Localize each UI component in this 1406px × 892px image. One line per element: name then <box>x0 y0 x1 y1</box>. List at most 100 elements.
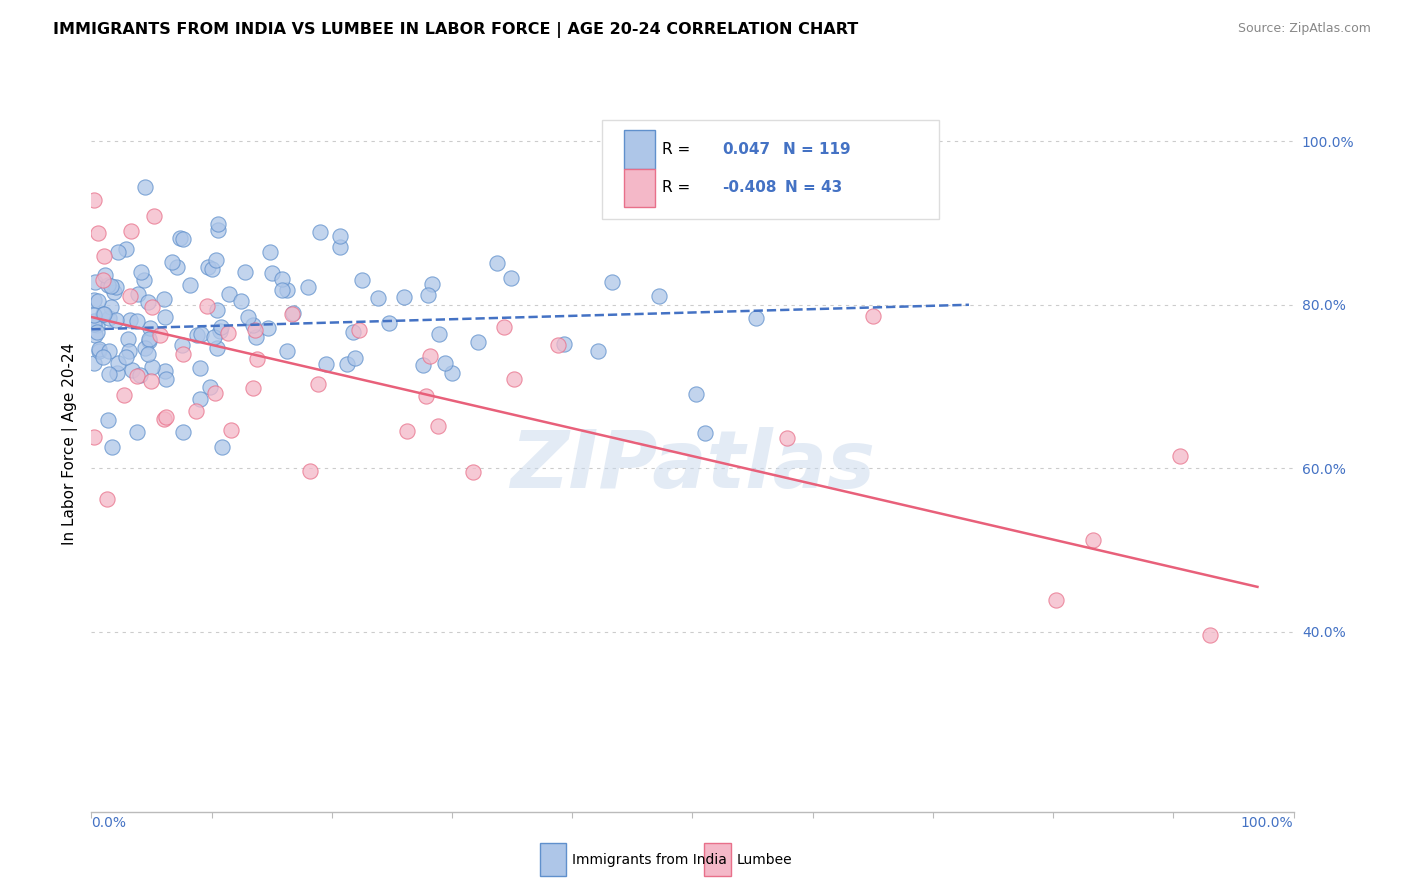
Point <box>195 299 218 313</box>
Point <box>276 284 298 298</box>
Point <box>96 492 118 507</box>
Point <box>91 350 114 364</box>
Point <box>153 411 176 425</box>
Point <box>138 347 160 361</box>
Point <box>238 310 260 324</box>
FancyBboxPatch shape <box>624 169 655 207</box>
Point <box>197 260 219 274</box>
Point <box>127 369 149 384</box>
Point <box>134 180 156 194</box>
Text: Lumbee: Lumbee <box>737 853 793 866</box>
Point <box>93 307 115 321</box>
Point <box>91 272 114 286</box>
Point <box>1198 628 1220 642</box>
Point <box>87 344 110 359</box>
Point <box>141 360 163 375</box>
Text: R =: R = <box>662 142 696 157</box>
Point <box>138 332 160 346</box>
Point <box>190 327 212 342</box>
Point <box>461 466 484 480</box>
Point <box>128 368 150 383</box>
Point <box>685 386 707 401</box>
Point <box>129 264 152 278</box>
Point <box>105 313 128 327</box>
Point <box>744 310 766 325</box>
Point <box>202 330 225 344</box>
Point <box>211 440 233 454</box>
Point <box>100 278 122 293</box>
Point <box>188 361 211 376</box>
Point <box>166 260 188 275</box>
Point <box>97 413 120 427</box>
Point <box>93 307 115 321</box>
Text: N = 43: N = 43 <box>785 180 842 195</box>
Point <box>201 262 224 277</box>
Point <box>121 363 143 377</box>
Point <box>207 302 229 317</box>
Point <box>101 440 124 454</box>
Point <box>217 326 239 341</box>
Point <box>494 319 516 334</box>
Point <box>97 310 120 325</box>
Point <box>153 364 176 378</box>
Point <box>1168 449 1191 463</box>
Point <box>97 277 120 292</box>
Point <box>172 338 194 352</box>
Point <box>262 266 284 280</box>
FancyBboxPatch shape <box>540 843 567 876</box>
Point <box>118 343 141 358</box>
Point <box>283 306 305 320</box>
Point <box>112 388 135 402</box>
Text: -0.408: -0.408 <box>723 180 778 195</box>
Point <box>600 275 623 289</box>
Point <box>415 389 437 403</box>
Point <box>246 352 269 367</box>
Point <box>207 223 229 237</box>
FancyBboxPatch shape <box>704 843 731 876</box>
Point <box>83 293 105 307</box>
Point <box>169 231 191 245</box>
Point <box>127 313 149 327</box>
Point <box>336 357 359 371</box>
Point <box>97 344 120 359</box>
Point <box>467 335 489 350</box>
Point <box>105 366 128 380</box>
Point <box>307 377 329 392</box>
Point <box>420 277 443 291</box>
Point <box>204 386 226 401</box>
Point <box>256 320 278 334</box>
Point <box>776 431 799 445</box>
Point <box>503 372 526 386</box>
Point <box>299 464 322 478</box>
Point <box>103 285 125 299</box>
Text: ZIPatlas: ZIPatlas <box>510 427 875 505</box>
Point <box>396 425 419 439</box>
Point <box>309 225 332 239</box>
Point <box>245 330 267 344</box>
Point <box>83 314 105 328</box>
Point <box>155 409 177 424</box>
Point <box>188 392 211 406</box>
Point <box>242 318 264 332</box>
Point <box>245 323 267 337</box>
Point <box>186 327 208 342</box>
Point <box>87 294 110 309</box>
Point <box>114 350 136 364</box>
Point <box>83 194 105 208</box>
Point <box>547 338 569 352</box>
Point <box>107 356 129 370</box>
Point <box>83 317 105 331</box>
Point <box>693 425 716 440</box>
Point <box>120 289 142 303</box>
Point <box>271 272 294 286</box>
Y-axis label: In Labor Force | Age 20-24: In Labor Force | Age 20-24 <box>62 343 77 545</box>
Point <box>125 425 148 439</box>
Point <box>141 301 163 315</box>
Point <box>138 334 160 349</box>
Text: 0.0%: 0.0% <box>91 816 127 830</box>
Point <box>179 277 201 292</box>
Point <box>648 289 671 303</box>
Point <box>862 309 884 323</box>
Point <box>221 423 243 437</box>
Point <box>342 325 364 339</box>
